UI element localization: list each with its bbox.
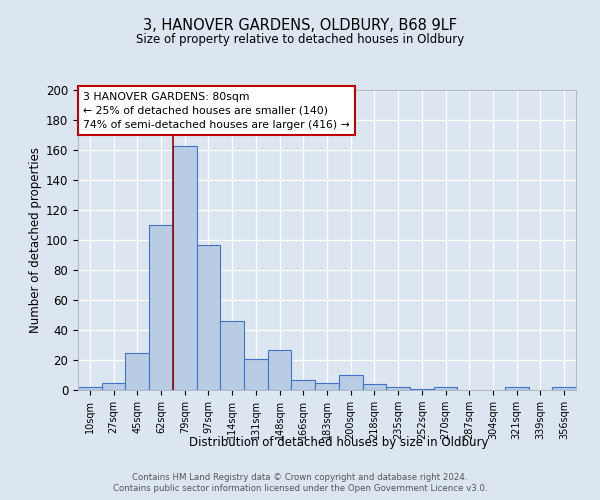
Bar	[220, 321, 244, 390]
Bar	[102, 382, 125, 390]
Bar	[78, 387, 102, 390]
Bar	[339, 375, 362, 390]
Text: 3 HANOVER GARDENS: 80sqm
← 25% of detached houses are smaller (140)
74% of semi-: 3 HANOVER GARDENS: 80sqm ← 25% of detach…	[83, 92, 350, 130]
Bar	[244, 358, 268, 390]
Bar	[268, 350, 292, 390]
Bar	[362, 384, 386, 390]
Text: 3, HANOVER GARDENS, OLDBURY, B68 9LF: 3, HANOVER GARDENS, OLDBURY, B68 9LF	[143, 18, 457, 32]
Text: Contains HM Land Registry data © Crown copyright and database right 2024.: Contains HM Land Registry data © Crown c…	[132, 472, 468, 482]
Bar	[434, 387, 457, 390]
Bar	[410, 388, 434, 390]
Bar	[505, 387, 529, 390]
Bar	[315, 382, 339, 390]
Bar	[149, 225, 173, 390]
Y-axis label: Number of detached properties: Number of detached properties	[29, 147, 42, 333]
Text: Size of property relative to detached houses in Oldbury: Size of property relative to detached ho…	[136, 32, 464, 46]
Bar	[292, 380, 315, 390]
Bar	[197, 244, 220, 390]
Bar	[173, 146, 197, 390]
Text: Distribution of detached houses by size in Oldbury: Distribution of detached houses by size …	[189, 436, 489, 449]
Bar	[125, 352, 149, 390]
Text: Contains public sector information licensed under the Open Government Licence v3: Contains public sector information licen…	[113, 484, 487, 493]
Bar	[386, 387, 410, 390]
Bar	[552, 387, 576, 390]
